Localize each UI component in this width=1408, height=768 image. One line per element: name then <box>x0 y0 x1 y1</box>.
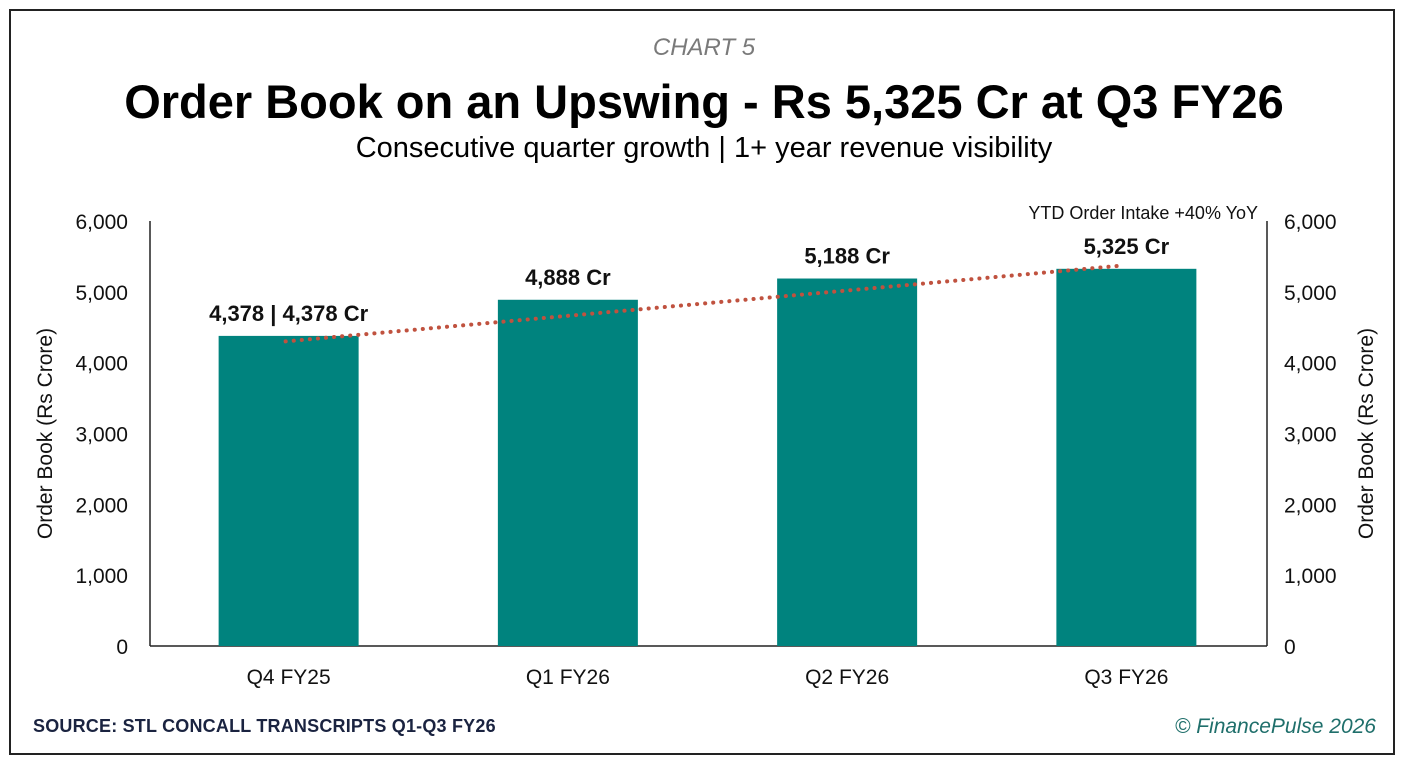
bar <box>1056 268 1197 646</box>
y-tick-label-left: 3,000 <box>75 424 128 447</box>
trend-line <box>283 263 1124 344</box>
x-tick-label: Q1 FY26 <box>526 666 610 689</box>
y-tick-label-right: 0 <box>1284 636 1296 659</box>
y-axis-title-left: Order Book (Rs Crore) <box>34 328 57 539</box>
y-tick-label-left: 0 <box>116 636 128 659</box>
y-tick-label-left: 4,000 <box>75 353 128 376</box>
x-tick-label: Q4 FY25 <box>247 666 331 689</box>
annotation-label: YTD Order Intake +40% YoY <box>1028 203 1258 223</box>
y-tick-label-left: 2,000 <box>75 494 128 517</box>
y-tick-label-right: 2,000 <box>1284 494 1337 517</box>
y-tick-label-left: 6,000 <box>75 211 128 234</box>
chart-title: Order Book on an Upswing - Rs 5,325 Cr a… <box>124 75 1284 128</box>
y-tick-label-right: 4,000 <box>1284 353 1337 376</box>
chart-subtitle: Consecutive quarter growth | 1+ year rev… <box>355 132 1053 164</box>
y-tick-label-right: 6,000 <box>1284 211 1337 234</box>
x-tick-label: Q2 FY26 <box>805 666 889 689</box>
bar <box>218 335 359 646</box>
data-label: 5,188 Cr <box>804 244 890 269</box>
y-tick-label-right: 3,000 <box>1284 424 1337 447</box>
y-tick-label-right: 5,000 <box>1284 282 1337 305</box>
x-tick-label: Q3 FY26 <box>1084 666 1168 689</box>
y-tick-label-right: 1,000 <box>1284 565 1337 588</box>
y-tick-label-left: 5,000 <box>75 282 128 305</box>
copyright-note: © FinancePulse 2026 <box>1174 715 1376 738</box>
data-label: 5,325 Cr <box>1084 234 1170 259</box>
y-tick-label-left: 1,000 <box>75 565 128 588</box>
chart-number-label: CHART 5 <box>652 34 756 61</box>
bar <box>777 278 918 646</box>
y-axis-title-right: Order Book (Rs Crore) <box>1355 328 1378 539</box>
source-note: SOURCE: STL CONCALL TRANSCRIPTS Q1-Q3 FY… <box>33 716 496 736</box>
data-label: 4,378 | 4,378 Cr <box>209 301 368 326</box>
bar <box>497 299 638 646</box>
data-label: 4,888 Cr <box>525 265 611 290</box>
